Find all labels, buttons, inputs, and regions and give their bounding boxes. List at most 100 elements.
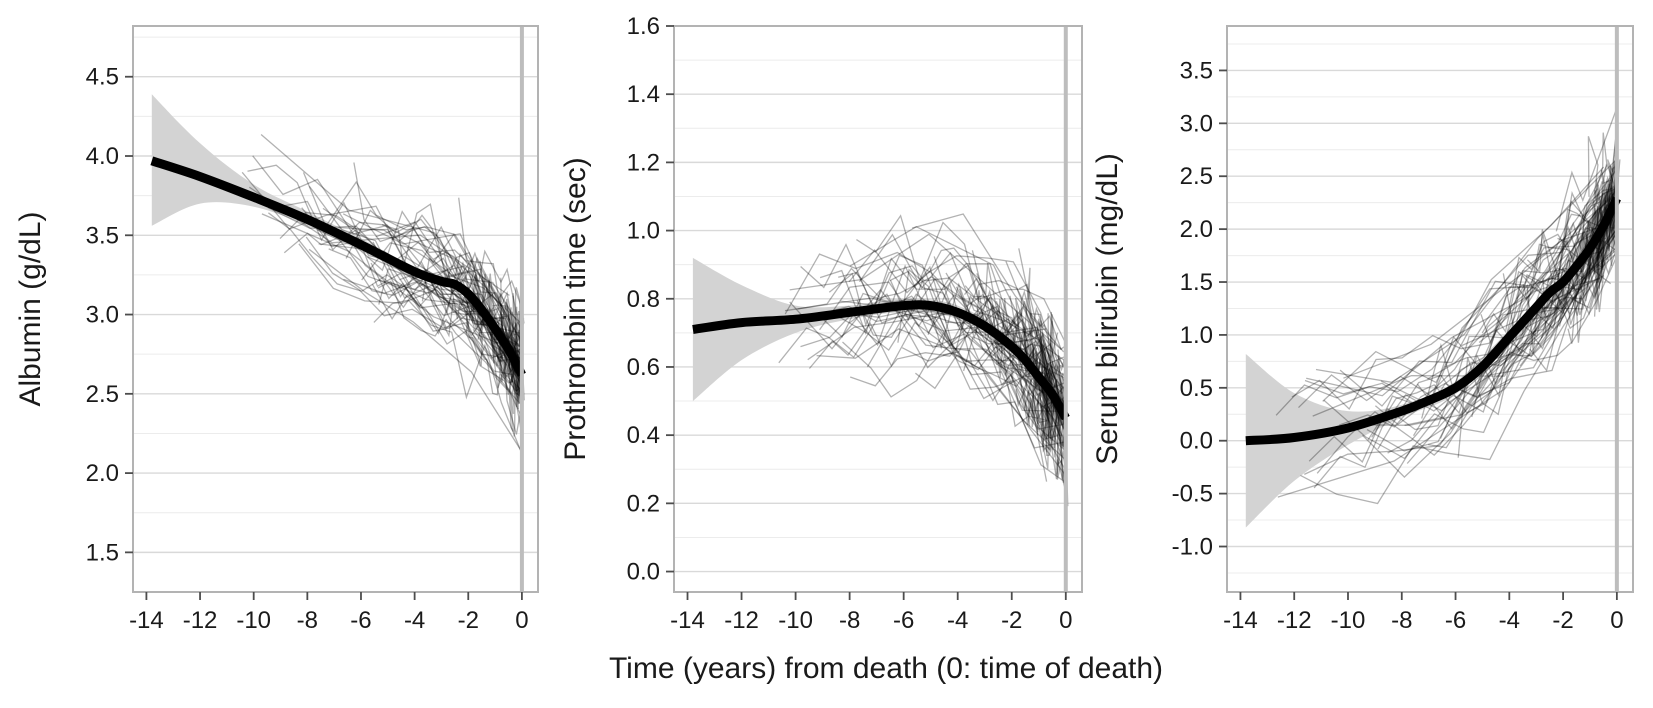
trajectory-line [820,292,1067,409]
smooth-fit-line [150,156,526,377]
trajectory-line [302,172,505,320]
grid [1227,43,1633,574]
trajectory-line [991,297,1067,436]
y-axis-title: Albumin (g/dL) [14,211,47,406]
albumin-panel: -14 -12 -10 -8 -6 -4 -2 0 1.5 2.0 2.5 3.0 3.5 4.0 4.5 A… [14,25,539,634]
trajectory-line [1015,340,1053,442]
trajectory-line [1362,207,1618,479]
x-tick-label: -10 [778,607,813,634]
trajectory-line [1587,132,1617,199]
trajectory-line [1304,226,1600,407]
y-tick-label: 4.5 [86,64,119,91]
x-tick-label: -4 [947,607,968,634]
trajectory-line [1525,204,1597,292]
trajectory-line [1312,236,1599,417]
trajectory-line [789,288,1067,476]
x-tick-label: -12 [1277,607,1312,634]
x-tick-label: -12 [183,607,218,634]
trajectory-line [316,229,522,391]
trajectory-line [508,379,516,437]
trajectory-line [1040,399,1056,453]
trajectory-line [353,162,523,360]
trajectory-line [1463,183,1618,385]
trajectory-line [858,233,1067,416]
trajectory-line [1011,351,1064,441]
bilirubin-panel: -14 -12 -10 -8 -6 -4 -2 0 -1.0 -0.5 0.0 0.5 1.0 1.5 2.… [1091,25,1634,634]
trajectory-line [1529,214,1618,372]
x-tick-label: -8 [839,607,860,634]
trajectory-line [1522,163,1618,338]
x-tick-label: -6 [350,607,371,634]
trajectory-line [403,255,523,343]
trajectory-line [481,273,520,344]
trajectory-line [849,333,1067,484]
trajectory-line [1028,390,1065,483]
trajectory-line [1005,260,1067,365]
trajectory-line [848,249,1067,398]
trajectory-line [1042,388,1067,480]
y-tick-label: 0.0 [627,559,660,586]
x-tick-label: -14 [129,607,164,634]
y-tick-label: 2.5 [86,381,119,408]
trajectory-line [1526,226,1609,305]
trajectory-line [465,311,514,396]
trajectory-line [964,285,1067,390]
y-tick-label: 3.0 [1180,110,1213,137]
trajectory-line [1042,313,1054,371]
y-tick-label: 0.8 [627,286,660,313]
shared-x-axis-title: Time (years) from death (0: time of deat… [609,652,1163,685]
trajectory-line [283,232,523,418]
x-tick-label: -2 [1552,607,1573,634]
trajectory-line [1514,200,1597,301]
confidence-band [151,94,522,385]
trajectory-line [1040,366,1050,438]
trajectory-line [459,293,523,371]
x-tick-label: -10 [236,607,271,634]
trajectory-line [1300,277,1598,505]
x-tick-label: -6 [893,607,914,634]
trajectory-line [1045,404,1055,438]
x-tick-label: -2 [1001,607,1022,634]
trajectory-line [481,273,519,381]
trajectory-line [1602,194,1610,271]
smooth-fit-line [692,300,1070,421]
trajectory-line [308,248,523,453]
trajectory-line [260,134,520,359]
trajectory-line [429,279,513,376]
y-tick-label: -1.0 [1172,534,1213,561]
confidence-band [692,257,1066,432]
trajectory-line [1406,210,1618,464]
plot-frame [132,25,539,593]
trajectory-line [778,295,1067,471]
y-tick-label: 0.4 [627,422,660,449]
x-tick-label: 0 [1610,607,1623,634]
trajectory-line [471,333,523,435]
trajectory-line [971,250,1067,362]
trajectory-line [1518,228,1618,323]
y-tick-label: 1.0 [627,218,660,245]
y-tick-label: 4.0 [86,143,119,170]
trajectory-line [1461,193,1615,347]
plot-frame [1226,25,1634,593]
trajectory-line [252,155,523,343]
trajectory-line [464,274,508,391]
trajectory-line [1594,193,1618,282]
trajectory-line [1367,231,1600,441]
y-tick-label: 1.4 [627,81,660,108]
trajectory-line [1404,220,1618,426]
x-tick-label: 0 [515,607,528,634]
grid [674,59,1082,573]
trajectory-line [995,301,1056,379]
trajectory-line [856,293,1067,470]
trajectory-line [1507,219,1618,357]
trajectory-line [422,275,523,389]
trajectory-line [345,209,523,384]
y-tick-label: 3.0 [86,302,119,329]
trajectory-line [1481,127,1618,334]
trajectory-line [241,171,505,341]
trajectory-line [808,321,1061,430]
trajectory-line [927,281,1067,422]
trajectory-line [1022,388,1066,493]
trajectory-line [492,304,523,377]
